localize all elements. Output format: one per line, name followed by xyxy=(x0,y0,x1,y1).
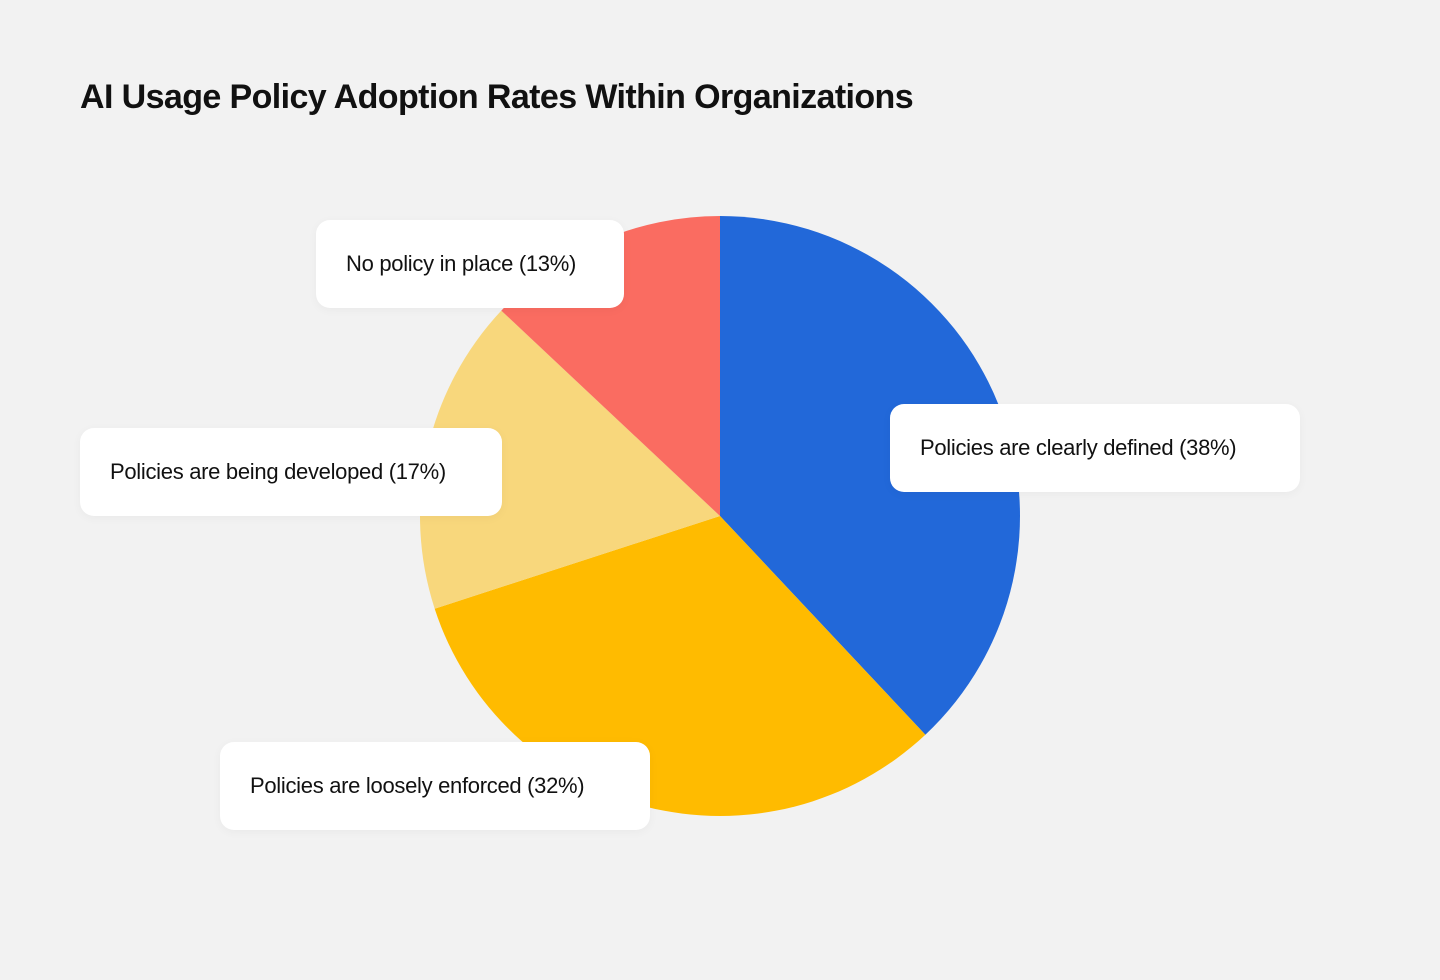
pie-slice-policies-are-being-developed xyxy=(419,310,720,609)
slice-label-loosely-enforced: Policies are loosely enforced (32%) xyxy=(220,742,650,830)
pie-slice-policies-are-clearly-defined xyxy=(720,216,1020,735)
pie-slices xyxy=(419,216,1020,816)
slice-label-no-policy: No policy in place (13%) xyxy=(316,220,624,308)
slice-label-being-developed: Policies are being developed (17%) xyxy=(80,428,502,516)
pie-slice-policies-are-loosely-enforced xyxy=(434,516,926,816)
slice-label-clearly-defined: Policies are clearly defined (38%) xyxy=(890,404,1300,492)
chart-title: AI Usage Policy Adoption Rates Within Or… xyxy=(80,78,914,116)
